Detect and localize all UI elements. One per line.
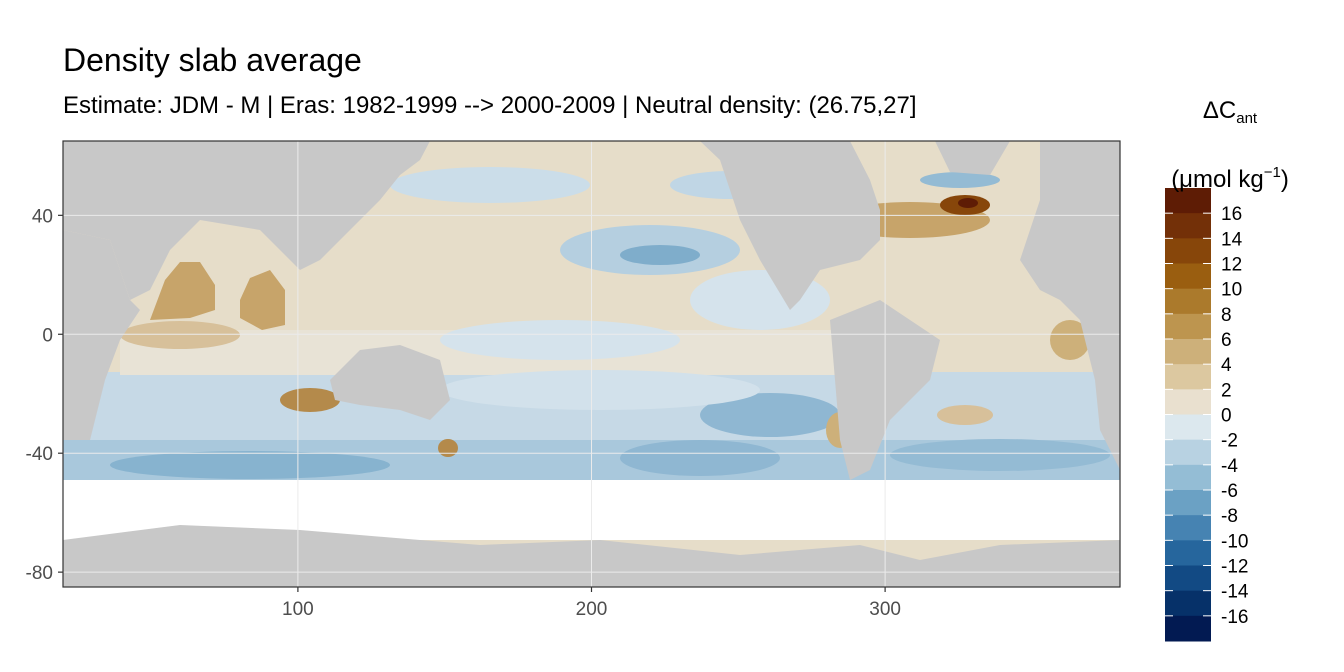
anomaly-blob [438, 439, 458, 457]
legend-label: 2 [1221, 380, 1232, 401]
legend-label: 16 [1221, 204, 1242, 225]
plot-subtitle: Estimate: JDM - M | Eras: 1982-1999 --> … [63, 92, 917, 119]
anomaly-blob [150, 262, 215, 320]
legend-label: -8 [1221, 506, 1238, 527]
legend-title-line1: ΔCant [1202, 97, 1258, 127]
anomaly-blob [240, 270, 285, 330]
x-tick-label: 200 [576, 599, 608, 620]
legend-label: -14 [1221, 582, 1249, 603]
anomaly-blob [700, 393, 840, 437]
legend-label: 8 [1221, 305, 1232, 326]
legend-color-swatch [1165, 615, 1211, 642]
y-axis: 40 0 -40 -80 [26, 206, 63, 584]
land-greenland [935, 141, 1010, 175]
y-tick-label: -40 [26, 444, 53, 465]
anomaly-blob [440, 370, 760, 410]
y-tick-label: 0 [42, 325, 53, 346]
legend-label: -6 [1221, 481, 1238, 502]
legend-color-swatch [1165, 213, 1211, 239]
legend-color-swatch [1165, 590, 1211, 617]
legend-label: 10 [1221, 280, 1242, 301]
legend-label: -12 [1221, 557, 1248, 578]
x-axis: 100 200 300 [282, 587, 901, 620]
land-europe-africa-east [1020, 141, 1120, 470]
anomaly-blob [920, 172, 1000, 188]
anomaly-blob [1050, 320, 1090, 360]
anomaly-blob [440, 320, 680, 360]
legend-title: ΔCant (μmol kg−1) [1160, 84, 1300, 207]
plot-title: Density slab average [63, 42, 362, 78]
anomaly-blob [390, 167, 590, 203]
legend-label: -16 [1221, 607, 1248, 628]
land-eurasia [63, 141, 430, 300]
legend-color-swatch [1165, 313, 1211, 340]
legend-title-line2: (μmol kg−1) [1171, 164, 1289, 193]
legend-label: 4 [1221, 355, 1232, 376]
legend-color-swatch [1165, 515, 1211, 541]
legend-color-swatch [1165, 540, 1211, 566]
anomaly-blob [958, 198, 978, 208]
anomaly-blob [120, 321, 240, 349]
x-tick-label: 300 [869, 599, 901, 620]
anomaly-blob [890, 439, 1110, 471]
legend-color-swatch [1165, 464, 1211, 491]
legend-color-swatch [1165, 288, 1211, 315]
legend-color-swatch [1165, 263, 1211, 290]
anomaly-blob [280, 388, 340, 412]
legend-color-swatch [1165, 364, 1211, 390]
legend-label: -2 [1221, 431, 1238, 452]
legend-color-swatch [1165, 389, 1211, 415]
legend-label: -4 [1221, 456, 1238, 477]
legend-color-swatch [1165, 238, 1211, 264]
grid-layer [63, 141, 1120, 587]
anomaly-blob [110, 451, 390, 479]
land-north-america [700, 141, 880, 310]
anomaly-blob [620, 440, 780, 476]
anomaly-blob [937, 405, 993, 425]
legend-label: 6 [1221, 330, 1232, 351]
y-tick-label: -80 [26, 563, 53, 584]
legend-colorbar: 16 14 12 10 8 6 4 2 0 -2 -4 -6 -8 -10 -12 -14 -16 [1165, 188, 1249, 642]
legend-color-swatch [1165, 490, 1211, 516]
anomaly-blob [620, 245, 700, 265]
legend-label: -10 [1221, 531, 1248, 552]
legend-color-swatch [1165, 414, 1211, 441]
legend-color-swatch [1165, 565, 1211, 592]
x-tick-label: 100 [282, 599, 314, 620]
legend-label: 14 [1221, 229, 1243, 250]
legend-color-swatch [1165, 188, 1211, 214]
legend-color-swatch [1165, 439, 1211, 466]
legend-color-swatch [1165, 339, 1211, 365]
y-tick-label: 40 [32, 206, 53, 227]
legend-label: 0 [1221, 406, 1232, 427]
map-panel [63, 141, 1120, 587]
legend-label: 12 [1221, 255, 1242, 276]
land-australia [330, 345, 450, 420]
land-layer [63, 141, 1120, 587]
land-africa-west [63, 230, 140, 440]
